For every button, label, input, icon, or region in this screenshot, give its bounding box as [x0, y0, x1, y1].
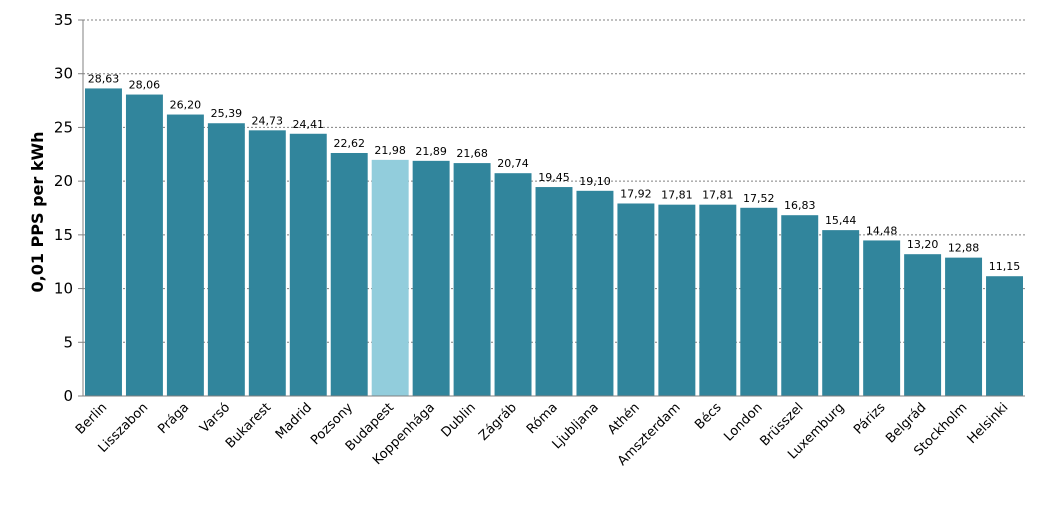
- x-tick-label: Bukarest: [223, 400, 274, 451]
- data-label: 21,68: [456, 147, 488, 160]
- bar-22: [986, 276, 1023, 396]
- data-label: 11,15: [989, 260, 1021, 273]
- data-label: 26,20: [170, 99, 202, 112]
- data-label: 14,48: [866, 224, 898, 237]
- bar-7: [371, 159, 409, 396]
- bar-5: [289, 133, 327, 397]
- bar-17: [781, 215, 819, 396]
- y-tick-label: 25: [54, 118, 73, 136]
- x-tick-label: Zágráb: [476, 400, 520, 444]
- y-tick-label: 0: [63, 387, 73, 405]
- bar-13: [617, 203, 655, 396]
- y-tick-label: 35: [54, 11, 73, 29]
- data-label: 17,92: [620, 187, 652, 200]
- bar-1: [125, 94, 163, 397]
- bar-12: [576, 190, 614, 396]
- data-label: 21,98: [374, 144, 406, 157]
- data-label: 15,44: [825, 214, 857, 227]
- bar-21: [945, 257, 983, 396]
- y-tick-label: 5: [63, 333, 73, 351]
- data-label: 19,45: [538, 171, 570, 184]
- bar-10: [494, 173, 532, 396]
- data-label: 19,10: [579, 175, 611, 188]
- bar-18: [822, 230, 860, 396]
- data-label: 24,41: [293, 118, 325, 131]
- y-tick-label: 15: [54, 226, 73, 244]
- bar-8: [412, 160, 450, 396]
- bar-6: [330, 152, 368, 396]
- x-tick-label: Helsinki: [965, 400, 1012, 447]
- data-label: 24,73: [252, 114, 284, 127]
- bar-11: [535, 187, 573, 396]
- bar-19: [863, 240, 901, 396]
- data-label: 28,63: [88, 72, 120, 85]
- data-label: 16,83: [784, 199, 816, 212]
- bar-15: [699, 204, 737, 396]
- y-axis-label: 0,01 PPS per kWh: [28, 131, 47, 292]
- data-label: 28,06: [129, 79, 161, 92]
- data-label: 20,74: [497, 157, 529, 170]
- data-label: 17,52: [743, 192, 775, 205]
- x-tick-label: Athén: [605, 400, 643, 438]
- data-label: 22,62: [333, 137, 365, 150]
- x-tick-label: Róma: [524, 400, 561, 437]
- bar-14: [658, 204, 696, 396]
- bar-16: [740, 207, 778, 396]
- bar-9: [453, 163, 491, 396]
- x-tick-label: Párizs: [851, 400, 888, 437]
- bar-4: [248, 130, 286, 396]
- x-tick-label: Berlin: [73, 400, 110, 437]
- y-axis-ticks: 0 5 10 15 20 25 30 35: [54, 11, 83, 405]
- x-tick-label: Bécs: [692, 400, 725, 433]
- data-label: 17,81: [661, 189, 693, 202]
- data-label: 13,20: [907, 238, 939, 251]
- bar-20: [904, 254, 942, 396]
- x-tick-label: Dublin: [439, 400, 479, 440]
- bars: [85, 88, 1023, 397]
- data-label: 17,81: [702, 189, 734, 202]
- data-label: 21,89: [415, 145, 447, 158]
- y-tick-label: 10: [54, 280, 73, 298]
- x-tick-label: Prága: [155, 400, 192, 437]
- bar-2: [166, 114, 204, 396]
- y-tick-label: 20: [54, 172, 73, 190]
- bar-0: [85, 88, 122, 396]
- bar-3: [207, 123, 245, 396]
- x-tick-label: Varsó: [197, 400, 233, 436]
- data-labels: 28,63 28,06 26,20 25,39 24,73 24,41 22,62 21,98…: [88, 72, 1021, 273]
- y-tick-label: 30: [54, 65, 73, 83]
- data-label: 12,88: [948, 242, 980, 255]
- data-label: 25,39: [211, 107, 243, 120]
